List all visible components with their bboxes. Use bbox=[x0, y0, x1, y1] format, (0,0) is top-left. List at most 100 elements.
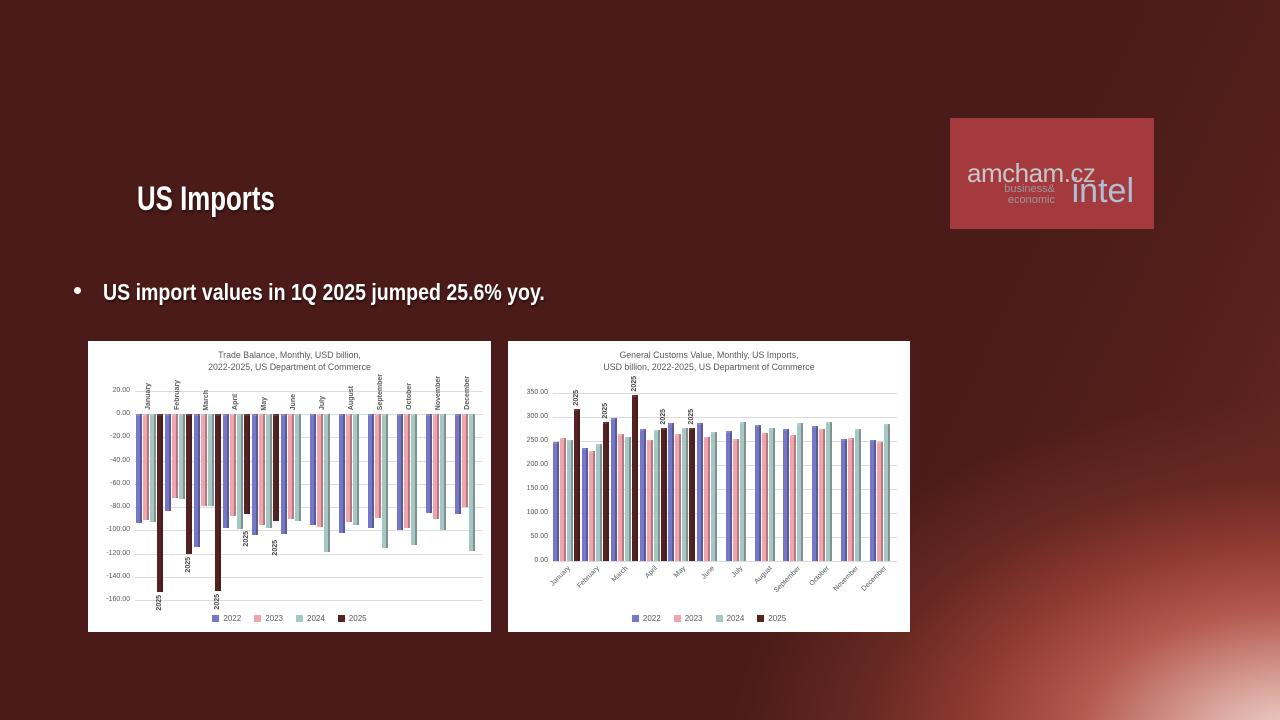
x-axis-label-june: June bbox=[700, 565, 717, 581]
bar-2024-april bbox=[653, 429, 660, 561]
bar-2023-november bbox=[847, 438, 854, 561]
legend-swatch-2023 bbox=[254, 615, 262, 622]
x-axis-label-april: April bbox=[643, 565, 659, 580]
bar-2022-march bbox=[193, 414, 200, 547]
bar-2024-december bbox=[468, 414, 475, 552]
bar-group-january: 2025 January bbox=[550, 390, 582, 588]
gridline bbox=[135, 576, 483, 578]
y-axis-tick-label: 300.00 bbox=[526, 412, 548, 420]
gridline bbox=[135, 391, 483, 392]
legend-swatch-2025 bbox=[757, 615, 765, 622]
bar-2024-february bbox=[596, 443, 603, 561]
bar-2022-february bbox=[582, 447, 589, 561]
bar-2024-january bbox=[149, 414, 156, 523]
amcham-logo: amcham.cz business& economic intel bbox=[950, 118, 1154, 229]
bar-groups: 2025 January 2025 February 2025 March 2025 Apri… bbox=[135, 374, 483, 610]
bar-2023-may bbox=[258, 414, 265, 525]
gridline bbox=[135, 460, 483, 462]
y-axis-tick-label: -160.00 bbox=[106, 596, 130, 603]
gridline bbox=[135, 437, 483, 439]
bar-2022-september bbox=[783, 429, 790, 561]
bar-2022-august bbox=[754, 424, 761, 561]
bar-2025-january bbox=[156, 414, 163, 592]
gridline bbox=[135, 507, 483, 509]
logo-business-economic-text: business& economic bbox=[1004, 184, 1055, 206]
bar-group-october: October bbox=[396, 383, 425, 600]
bar-2023-july bbox=[732, 438, 739, 561]
x-axis-label-january: January bbox=[144, 383, 152, 411]
bar-group-september: September bbox=[367, 374, 396, 600]
bar-2022-october bbox=[396, 414, 403, 531]
bar-2025-april bbox=[660, 427, 667, 561]
bar-2023-september bbox=[374, 414, 381, 518]
bar-2023-august bbox=[345, 414, 352, 523]
bar-2024-august bbox=[352, 414, 359, 525]
x-axis-label-november: November bbox=[832, 565, 860, 593]
bar-group-june: June bbox=[697, 393, 726, 581]
bar-data-label: 2025 bbox=[242, 531, 250, 547]
legend-label-2024: 2024 bbox=[307, 614, 325, 623]
page-title: US Imports bbox=[137, 180, 275, 218]
bar-2025-march bbox=[631, 394, 638, 561]
logo-amcham-text: amcham.cz bbox=[967, 158, 1096, 188]
bar-2024-december bbox=[883, 423, 890, 561]
bar-group-may: 2025 May bbox=[668, 393, 697, 579]
bullet-point-icon bbox=[74, 287, 81, 294]
bar-data-label: 2025 bbox=[271, 540, 279, 556]
y-axis-tick-label: -20.00 bbox=[110, 433, 130, 441]
bar-2024-october bbox=[826, 421, 833, 561]
bar-group-april: 2025 April bbox=[639, 393, 668, 580]
gridline bbox=[553, 465, 898, 466]
legend-item-2023: 2023 bbox=[673, 614, 703, 623]
bar-2025-february bbox=[185, 414, 192, 554]
gridline bbox=[553, 393, 898, 394]
legend-label-2023: 2023 bbox=[265, 614, 283, 623]
legend-label-2025: 2025 bbox=[348, 614, 367, 623]
legend-swatch-2022 bbox=[212, 615, 220, 622]
bar-2024-june bbox=[294, 414, 301, 522]
bar-2022-december bbox=[454, 414, 461, 515]
bar-2025-february bbox=[603, 421, 610, 561]
bar-group-july: July bbox=[725, 393, 755, 579]
plot-area: 20.00 0.00 -20.00 -40.00 -60.00 -80.00 -100.00… bbox=[106, 374, 483, 610]
bar-2022-january bbox=[553, 441, 560, 561]
bar-2023-february bbox=[589, 450, 596, 561]
logo-economic-text: economic bbox=[1007, 194, 1055, 206]
y-axis-tick-label: 150.00 bbox=[526, 484, 548, 492]
y-axis-tick-label: 0.00 bbox=[116, 410, 130, 418]
bar-group-october: October bbox=[809, 393, 841, 588]
chart-title: Trade Balance, Monthly, USD billion, 202… bbox=[88, 350, 491, 374]
bar-2024-september bbox=[797, 423, 804, 561]
chart-title-line2: USD billion, 2022-2025, US Department of… bbox=[603, 361, 815, 372]
chart-legend: 2022 2023 2024 2025 bbox=[508, 614, 910, 623]
x-axis-label-september: September bbox=[773, 565, 803, 595]
bar-2022-june bbox=[280, 414, 287, 534]
chart-title-line1: General Customs Value, Monthly, US Impor… bbox=[619, 350, 799, 360]
x-axis-label-november: November bbox=[434, 376, 442, 411]
plot-area: 350.00 300.00 250.00 200.00 150.00 100.00 50.0… bbox=[527, 376, 898, 594]
gridline bbox=[135, 600, 483, 601]
bar-2023-june bbox=[704, 437, 711, 561]
y-axis-tick-label: -40.00 bbox=[110, 456, 130, 464]
x-axis-label-may: May bbox=[260, 396, 268, 411]
gridline bbox=[135, 414, 483, 416]
x-axis-label-july: July bbox=[318, 396, 326, 411]
y-axis-tick-label: -100.00 bbox=[106, 526, 130, 534]
y-axis-tick-label: 350.00 bbox=[526, 389, 548, 396]
bar-2024-august bbox=[768, 428, 775, 561]
bar-2023-october bbox=[403, 414, 410, 528]
bar-data-label: 2025 bbox=[573, 390, 581, 406]
bar-group-august: August bbox=[338, 386, 367, 600]
bar-2022-august bbox=[338, 414, 345, 533]
legend-item-2025: 2025 bbox=[757, 614, 786, 623]
bar-group-april: 2025 April bbox=[222, 391, 251, 600]
bar-2022-february bbox=[164, 414, 171, 511]
x-axis-label-january: January bbox=[549, 565, 573, 588]
bar-data-label: 2025 bbox=[184, 556, 192, 573]
legend-item-2025: 2025 bbox=[337, 614, 367, 623]
y-axis-tick-label: -80.00 bbox=[110, 503, 130, 511]
bar-group-december: December bbox=[861, 393, 898, 593]
bar-2023-april bbox=[229, 414, 236, 517]
gridline bbox=[135, 553, 483, 555]
bar-2022-april bbox=[639, 429, 646, 561]
